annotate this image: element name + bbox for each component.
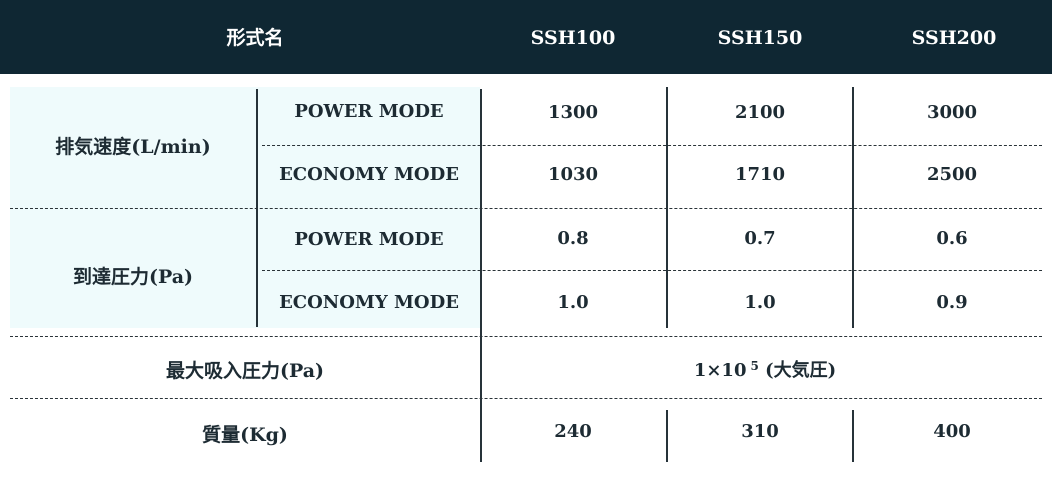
- divider-vertical-values: [480, 89, 482, 462]
- header-model-ssh200: SSH200: [911, 27, 997, 49]
- separator-exhaust-ultimate: [10, 208, 1042, 209]
- table-cell: 1300: [547, 102, 599, 123]
- label-area-background: [10, 87, 480, 328]
- table-cell: 1710: [734, 164, 786, 185]
- separator-exhaust-modes: [262, 145, 1042, 146]
- header-model-label: 形式名: [226, 27, 284, 49]
- separator-maxsuction-mass: [10, 398, 1042, 399]
- header-model-ssh100: SSH100: [530, 27, 616, 49]
- max-suction-exponent: 5: [750, 359, 759, 373]
- mode-label-economy: ECONOMY MODE: [279, 164, 459, 185]
- table-cell: 1.0: [557, 292, 589, 313]
- divider-vertical-col2: [852, 87, 854, 328]
- table-cell: 1.0: [744, 292, 776, 313]
- table-cell: 0.8: [557, 228, 589, 249]
- row-label-mass: 質量(Kg): [202, 424, 288, 446]
- table-cell: 0.9: [936, 292, 968, 313]
- header-model-ssh150: SSH150: [717, 27, 803, 49]
- table-cell: 240: [554, 421, 592, 442]
- table-header: 形式名 SSH100 SSH150 SSH200: [0, 0, 1052, 74]
- table-cell: 2500: [926, 164, 978, 185]
- mode-label-power: POWER MODE: [294, 229, 444, 250]
- table-cell: 2100: [734, 102, 786, 123]
- mode-label-power: POWER MODE: [294, 101, 444, 122]
- table-cell: 400: [933, 421, 971, 442]
- divider-vertical-col1: [666, 87, 668, 328]
- max-suction-base: 1×10: [693, 360, 747, 381]
- separator-ultimate-maxsuction: [10, 336, 1042, 337]
- row-label-ultimate-pressure: 到達圧力(Pa): [72, 266, 194, 288]
- divider-vertical-col1-mass: [666, 410, 668, 462]
- max-suction-value: 1×10 5 (大気圧): [482, 356, 1048, 382]
- divider-vertical-col2-mass: [852, 410, 854, 462]
- mode-label-economy: ECONOMY MODE: [279, 292, 459, 313]
- row-label-max-suction-pressure: 最大吸入圧力(Pa): [165, 360, 325, 382]
- table-cell: 3000: [926, 102, 978, 123]
- table-cell: 0.7: [744, 228, 776, 249]
- table-cell: 1030: [547, 164, 599, 185]
- table-cell: 310: [741, 421, 779, 442]
- max-suction-note: (大気圧): [765, 360, 837, 381]
- row-label-exhaust-speed: 排気速度(L/min): [55, 136, 211, 158]
- separator-ultimate-modes: [262, 270, 1042, 271]
- table-cell: 0.6: [936, 228, 968, 249]
